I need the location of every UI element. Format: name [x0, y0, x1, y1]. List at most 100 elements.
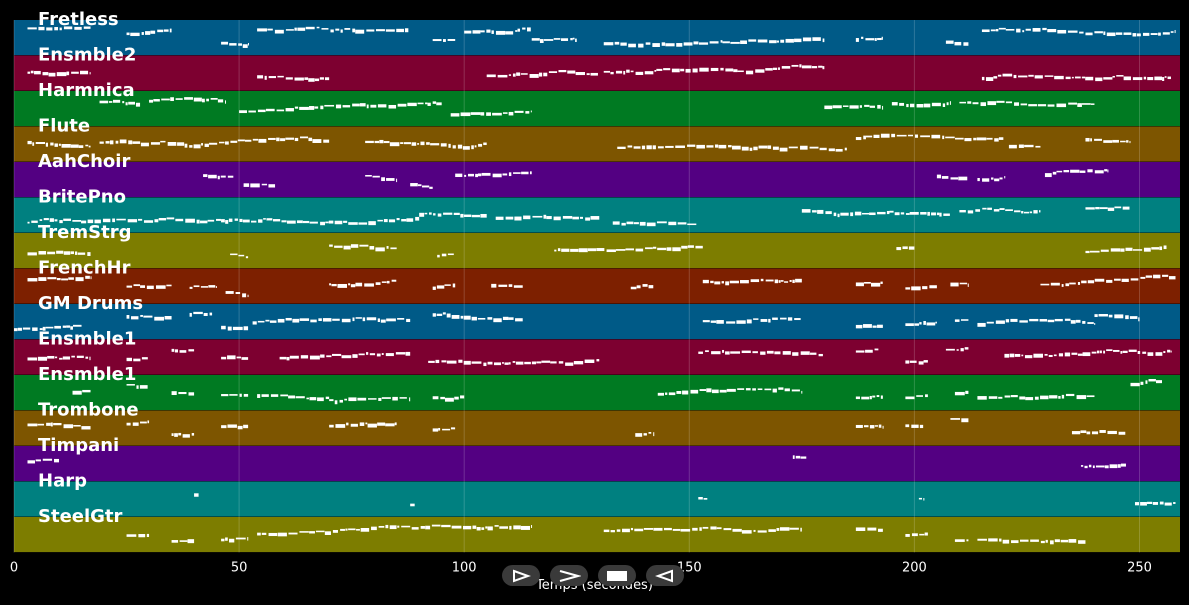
note	[706, 388, 712, 393]
note	[1019, 320, 1028, 323]
note	[58, 143, 61, 146]
note	[730, 351, 741, 354]
note	[70, 144, 79, 148]
note	[242, 44, 248, 48]
note	[630, 70, 634, 73]
note	[998, 137, 1004, 140]
note	[1095, 465, 1105, 468]
note	[126, 285, 133, 288]
note	[323, 139, 330, 143]
note	[1047, 29, 1057, 33]
note	[296, 220, 303, 224]
note	[331, 283, 337, 287]
note	[140, 285, 146, 288]
note	[27, 140, 32, 145]
note	[768, 318, 771, 323]
note	[119, 139, 127, 144]
note	[1140, 502, 1147, 506]
note	[292, 318, 300, 323]
note	[436, 285, 445, 289]
note	[188, 349, 195, 352]
note	[919, 322, 922, 325]
note	[405, 351, 411, 356]
note	[441, 253, 447, 257]
note	[184, 143, 188, 148]
note	[247, 42, 249, 46]
note	[991, 177, 994, 180]
note	[1125, 247, 1133, 251]
note	[1170, 350, 1172, 353]
note	[702, 279, 709, 284]
note	[1087, 280, 1095, 284]
note	[557, 248, 561, 252]
note	[485, 526, 488, 529]
note	[94, 219, 101, 224]
note	[766, 350, 774, 354]
note	[1159, 501, 1164, 505]
note	[1016, 28, 1021, 33]
note	[483, 362, 487, 367]
note	[56, 72, 67, 77]
note	[376, 353, 381, 357]
note	[366, 104, 369, 109]
note	[265, 108, 275, 112]
note	[221, 356, 227, 360]
note	[778, 67, 780, 70]
note	[541, 360, 551, 363]
note	[47, 277, 57, 280]
note	[127, 219, 138, 223]
note	[1022, 30, 1025, 33]
note	[360, 528, 370, 532]
note	[385, 524, 389, 529]
note	[244, 139, 252, 142]
note	[299, 531, 309, 533]
note	[215, 286, 217, 288]
note	[1164, 502, 1172, 506]
note	[710, 320, 717, 323]
note	[460, 213, 464, 218]
note	[27, 423, 38, 427]
note	[389, 142, 400, 147]
note	[630, 527, 634, 531]
play-button[interactable]	[502, 565, 540, 586]
note	[546, 216, 552, 220]
note	[960, 319, 969, 321]
note	[1107, 430, 1117, 435]
note	[352, 317, 355, 322]
note	[872, 395, 876, 398]
note	[1019, 396, 1026, 400]
note	[268, 532, 278, 537]
note	[765, 279, 774, 282]
x-tick-label: 50	[231, 561, 248, 576]
track-label: SteelGtr	[38, 506, 123, 527]
note	[959, 101, 967, 104]
note	[981, 29, 990, 33]
note	[453, 212, 460, 215]
note	[386, 318, 396, 322]
note	[1040, 283, 1050, 286]
note	[720, 67, 724, 71]
stop-button[interactable]	[598, 565, 636, 586]
note	[350, 244, 359, 248]
note	[228, 218, 233, 222]
note	[625, 248, 635, 251]
rewind-button[interactable]	[646, 565, 684, 586]
note	[993, 76, 998, 79]
fast-forward-button[interactable]	[550, 565, 588, 586]
note	[502, 112, 508, 114]
note	[956, 349, 959, 351]
note	[513, 525, 521, 530]
note	[234, 218, 238, 221]
note	[85, 275, 90, 279]
note	[778, 280, 781, 283]
note	[635, 248, 644, 252]
note	[516, 72, 521, 76]
note	[32, 327, 38, 331]
note	[1142, 32, 1150, 36]
note	[229, 538, 235, 543]
note	[447, 38, 456, 41]
note	[140, 421, 147, 424]
note	[874, 425, 879, 427]
note	[1004, 353, 1010, 358]
note	[710, 526, 717, 530]
